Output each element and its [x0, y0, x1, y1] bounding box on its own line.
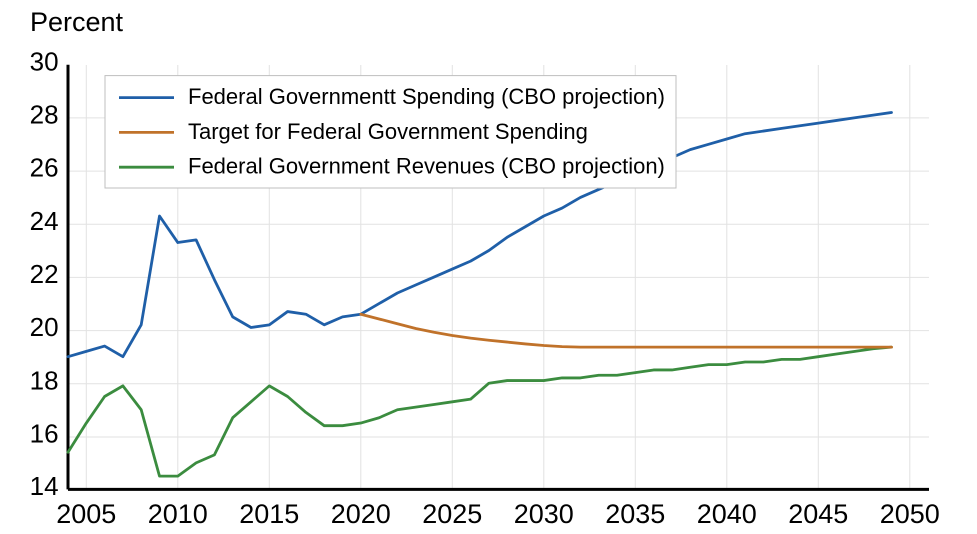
svg-text:20: 20	[30, 312, 59, 342]
svg-text:2015: 2015	[239, 499, 299, 529]
svg-text:2010: 2010	[148, 499, 208, 529]
svg-text:26: 26	[30, 153, 59, 183]
svg-text:2005: 2005	[56, 499, 116, 529]
svg-text:2030: 2030	[514, 499, 574, 529]
svg-text:2050: 2050	[880, 499, 940, 529]
svg-text:Target for Federal Government: Target for Federal Government Spending	[188, 119, 588, 144]
svg-text:2035: 2035	[605, 499, 665, 529]
svg-text:Federal Governmentt Spending (: Federal Governmentt Spending (CBO projec…	[188, 84, 665, 109]
svg-text:2020: 2020	[331, 499, 391, 529]
svg-text:22: 22	[30, 259, 59, 289]
svg-text:2025: 2025	[422, 499, 482, 529]
svg-text:16: 16	[30, 419, 59, 449]
svg-text:24: 24	[30, 206, 59, 236]
svg-text:18: 18	[30, 365, 59, 395]
svg-text:Federal Government Revenues (C: Federal Government Revenues (CBO project…	[188, 154, 665, 179]
svg-text:30: 30	[30, 46, 59, 76]
svg-text:28: 28	[30, 100, 59, 130]
svg-text:2045: 2045	[788, 499, 848, 529]
svg-text:2040: 2040	[697, 499, 757, 529]
svg-text:Percent: Percent	[30, 7, 124, 37]
svg-text:14: 14	[30, 471, 59, 501]
